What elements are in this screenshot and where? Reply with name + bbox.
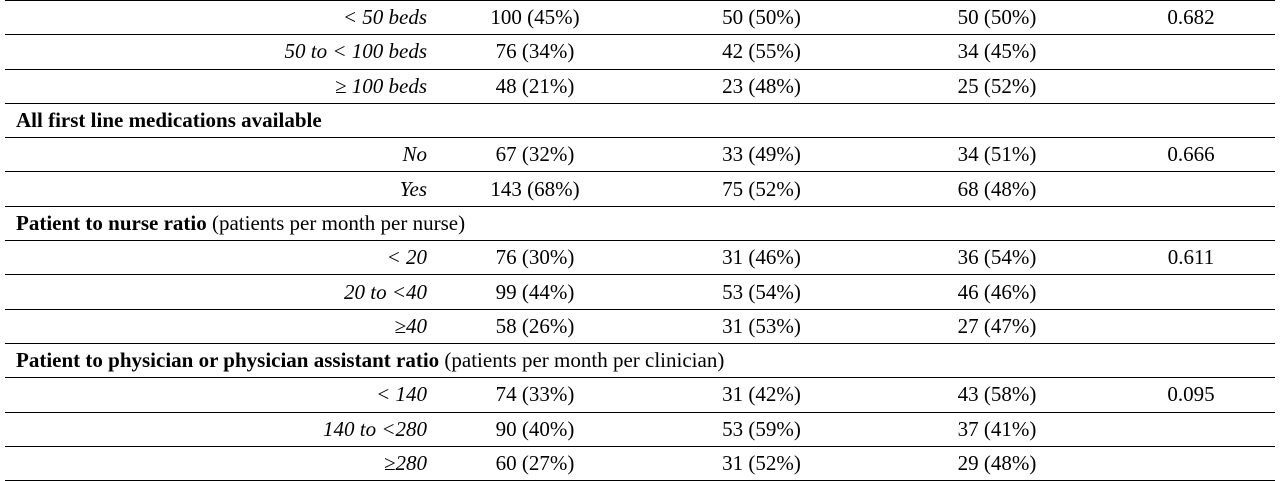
group-1-cell: 31 (53%) bbox=[636, 308, 887, 344]
p-value-cell bbox=[1107, 445, 1275, 481]
group-2-cell: 25 (52%) bbox=[887, 68, 1107, 104]
group-2-cell: 29 (48%) bbox=[887, 445, 1107, 481]
total-cell: 76 (30%) bbox=[434, 240, 636, 275]
total-cell: 76 (34%) bbox=[434, 34, 636, 70]
group-2-cell: 34 (45%) bbox=[887, 34, 1107, 70]
group-1-cell: 42 (55%) bbox=[636, 34, 887, 70]
group-1-cell: 31 (42%) bbox=[636, 377, 887, 413]
group-1-cell: 33 (49%) bbox=[636, 137, 887, 172]
group-2-cell: 37 (41%) bbox=[887, 411, 1107, 447]
section-header: Patient to physician or physician assist… bbox=[5, 342, 1275, 378]
group-1-cell: 23 (48%) bbox=[636, 68, 887, 104]
total-cell: 48 (21%) bbox=[434, 68, 636, 104]
table-row: No 67 (32%) 33 (49%) 34 (51%) 0.666 bbox=[5, 137, 1275, 172]
p-value-cell bbox=[1107, 171, 1275, 207]
table-row: 50 to < 100 beds 76 (34%) 42 (55%) 34 (45%) bbox=[5, 34, 1275, 70]
group-1-cell: 53 (59%) bbox=[636, 411, 887, 447]
group-1-cell: 75 (52%) bbox=[636, 171, 887, 207]
p-value-cell: 0.682 bbox=[1107, 0, 1275, 35]
total-cell: 67 (32%) bbox=[434, 137, 636, 172]
row-label: 140 to <280 bbox=[5, 411, 434, 447]
section-header-row: All first line medications available bbox=[5, 102, 1275, 138]
group-1-cell: 31 (52%) bbox=[636, 445, 887, 481]
row-label: Yes bbox=[5, 171, 434, 207]
total-cell: 74 (33%) bbox=[434, 377, 636, 413]
table-row: 140 to <280 90 (40%) 53 (59%) 37 (41%) bbox=[5, 411, 1275, 447]
p-value-cell bbox=[1107, 274, 1275, 310]
total-cell: 90 (40%) bbox=[434, 411, 636, 447]
row-label: ≥40 bbox=[5, 308, 434, 344]
group-2-cell: 50 (50%) bbox=[887, 0, 1107, 35]
row-label: ≥ 100 beds bbox=[5, 68, 434, 104]
p-value-cell bbox=[1107, 68, 1275, 104]
section-note: (patients per month per nurse) bbox=[206, 210, 466, 235]
total-cell: 58 (26%) bbox=[434, 308, 636, 344]
section-title: All first line medications available bbox=[16, 108, 322, 133]
section-title: Patient to nurse ratio bbox=[16, 210, 207, 235]
row-label: No bbox=[5, 137, 434, 172]
section-header: All first line medications available bbox=[5, 102, 1275, 138]
total-cell: 100 (45%) bbox=[434, 0, 636, 35]
row-label: ≥280 bbox=[5, 445, 434, 481]
total-cell: 99 (44%) bbox=[434, 274, 636, 310]
table-row: < 20 76 (30%) 31 (46%) 36 (54%) 0.611 bbox=[5, 240, 1275, 275]
total-cell: 143 (68%) bbox=[434, 171, 636, 207]
p-value-cell: 0.611 bbox=[1107, 240, 1275, 275]
table-row: ≥40 58 (26%) 31 (53%) 27 (47%) bbox=[5, 308, 1275, 344]
section-note: (patients per month per clinician) bbox=[439, 348, 725, 373]
group-2-cell: 68 (48%) bbox=[887, 171, 1107, 207]
table-row: < 140 74 (33%) 31 (42%) 43 (58%) 0.095 bbox=[5, 377, 1275, 413]
p-value-cell bbox=[1107, 411, 1275, 447]
section-header-row: Patient to physician or physician assist… bbox=[5, 342, 1275, 378]
section-header: Patient to nurse ratio (patients per mon… bbox=[5, 205, 1275, 241]
total-cell: 60 (27%) bbox=[434, 445, 636, 481]
p-value-cell: 0.666 bbox=[1107, 137, 1275, 172]
table-row: ≥280 60 (27%) 31 (52%) 29 (48%) bbox=[5, 445, 1275, 481]
row-label: < 20 bbox=[5, 240, 434, 275]
table-row: ≥ 100 beds 48 (21%) 23 (48%) 25 (52%) bbox=[5, 68, 1275, 104]
table-row: Yes 143 (68%) 75 (52%) 68 (48%) bbox=[5, 171, 1275, 207]
section-header-row: Patient to nurse ratio (patients per mon… bbox=[5, 205, 1275, 241]
group-2-cell: 34 (51%) bbox=[887, 137, 1107, 172]
group-1-cell: 53 (54%) bbox=[636, 274, 887, 310]
group-1-cell: 31 (46%) bbox=[636, 240, 887, 275]
group-2-cell: 46 (46%) bbox=[887, 274, 1107, 310]
group-2-cell: 27 (47%) bbox=[887, 308, 1107, 344]
p-value-cell bbox=[1107, 34, 1275, 70]
row-label: 50 to < 100 beds bbox=[5, 34, 434, 70]
p-value-cell: 0.095 bbox=[1107, 377, 1275, 413]
row-label: < 50 beds bbox=[5, 0, 434, 35]
group-2-cell: 43 (58%) bbox=[887, 377, 1107, 413]
section-title: Patient to physician or physician assist… bbox=[16, 348, 440, 373]
table-row: < 50 beds 100 (45%) 50 (50%) 50 (50%) 0.682 bbox=[5, 0, 1275, 35]
p-value-cell bbox=[1107, 308, 1275, 344]
table-row: 20 to <40 99 (44%) 53 (54%) 46 (46%) bbox=[5, 274, 1275, 310]
group-2-cell: 36 (54%) bbox=[887, 240, 1107, 275]
row-label: 20 to <40 bbox=[5, 274, 434, 310]
group-1-cell: 50 (50%) bbox=[636, 0, 887, 35]
results-table-body: < 50 beds 100 (45%) 50 (50%) 50 (50%) 0.682 5… bbox=[5, 0, 1275, 481]
results-table: < 50 beds 100 (45%) 50 (50%) 50 (50%) 0.682 5… bbox=[5, 0, 1275, 481]
row-label: < 140 bbox=[5, 377, 434, 413]
